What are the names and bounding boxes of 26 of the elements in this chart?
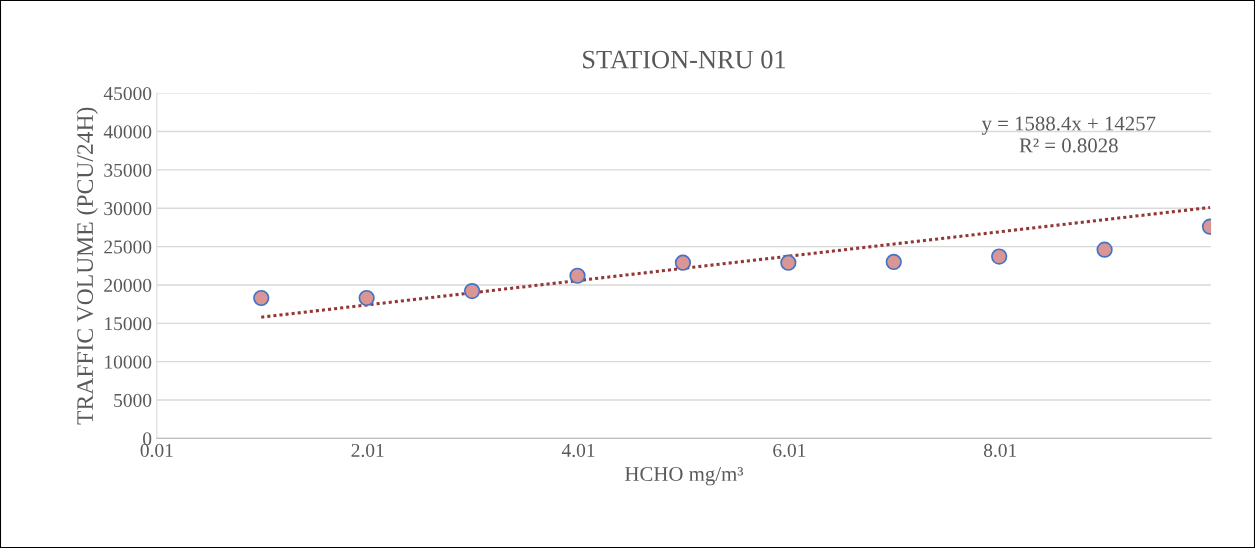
y-axis-title: TRAFFIC VOLUME (PCU/24H)	[76, 107, 98, 425]
y-tick-label: 35000	[104, 163, 152, 177]
point	[780, 254, 797, 271]
x-tick-label: 4.01	[561, 443, 595, 458]
point	[674, 254, 692, 271]
point	[463, 282, 481, 300]
point	[569, 267, 586, 284]
annotation: y = 1588.4x + 14257 R² = 0.8028	[981, 116, 1156, 153]
point	[885, 253, 902, 271]
y-tick-label: 40000	[103, 125, 152, 139]
x-axis-title: HCHO mg/m³	[625, 467, 744, 486]
x-tick-label: 8.01	[983, 443, 1017, 458]
y-tick-label: 20000	[104, 278, 152, 292]
x-tick-label: 6.01	[773, 443, 806, 458]
y-tick-label: 45000	[103, 86, 152, 101]
chart-title: STATION-NRU 01	[583, 50, 786, 69]
y-tick-label: 30000	[104, 202, 152, 216]
x-tick-label: 2.01	[351, 443, 384, 458]
y-tick-label: 5000	[114, 393, 152, 407]
y-tick-label: 10000	[105, 355, 152, 369]
point	[253, 289, 270, 307]
y-tick-label: 15000	[105, 317, 152, 331]
point	[991, 248, 1008, 265]
point	[1096, 241, 1113, 258]
point	[358, 289, 375, 307]
y-tick-label: 25000	[104, 240, 152, 254]
